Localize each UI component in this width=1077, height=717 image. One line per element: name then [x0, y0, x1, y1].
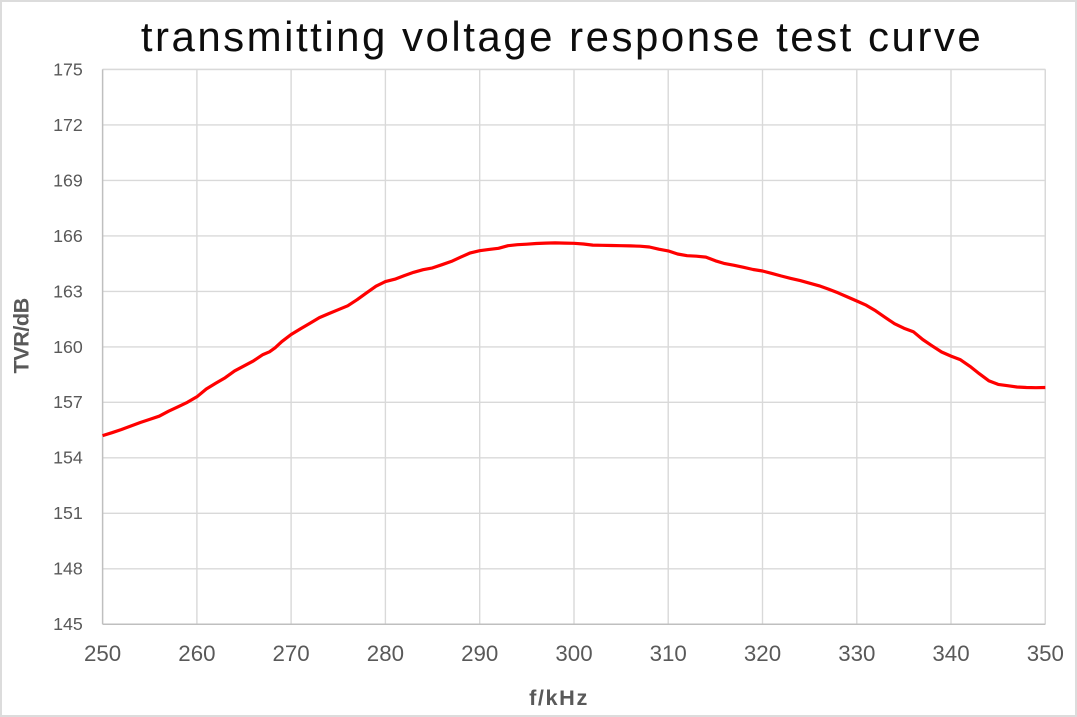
- svg-text:169: 169: [53, 170, 83, 190]
- svg-text:280: 280: [367, 641, 404, 666]
- svg-text:350: 350: [1027, 641, 1064, 666]
- svg-text:transmitting voltage response: transmitting voltage response test curve: [141, 13, 983, 60]
- svg-text:148: 148: [53, 559, 83, 579]
- svg-text:f/kHz: f/kHz: [529, 685, 589, 710]
- svg-text:250: 250: [84, 641, 121, 666]
- svg-text:166: 166: [53, 226, 83, 246]
- svg-text:175: 175: [53, 59, 83, 79]
- svg-text:290: 290: [461, 641, 498, 666]
- svg-text:160: 160: [53, 337, 83, 357]
- svg-text:260: 260: [178, 641, 215, 666]
- svg-text:154: 154: [53, 448, 83, 468]
- svg-text:157: 157: [53, 392, 83, 412]
- svg-text:330: 330: [838, 641, 875, 666]
- svg-text:300: 300: [555, 641, 592, 666]
- svg-text:310: 310: [650, 641, 687, 666]
- svg-text:320: 320: [744, 641, 781, 666]
- svg-text:163: 163: [53, 281, 83, 301]
- svg-text:145: 145: [53, 614, 83, 634]
- svg-text:340: 340: [932, 641, 969, 666]
- svg-text:270: 270: [272, 641, 309, 666]
- svg-text:TVR/dB: TVR/dB: [9, 298, 34, 373]
- svg-text:172: 172: [53, 115, 83, 135]
- svg-text:151: 151: [53, 503, 83, 523]
